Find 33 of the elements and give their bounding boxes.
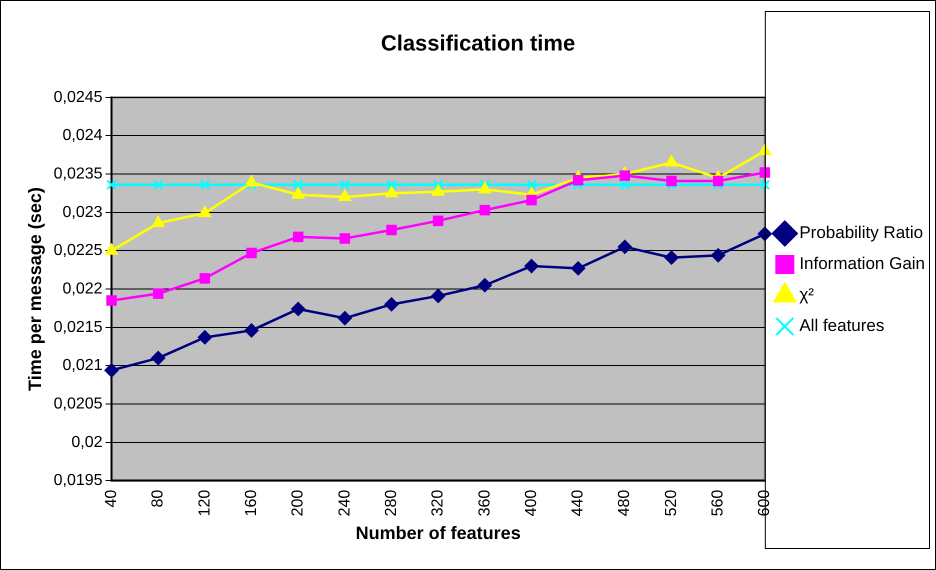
x-tick-label: 520 (662, 490, 680, 516)
x-tick-label: 400 (522, 490, 540, 516)
legend-label: Information Gain (799, 254, 926, 274)
y-tick-label: 0,0215 (54, 318, 103, 336)
y-tick-label: 0,02 (71, 434, 103, 451)
x-tick-label: 80 (150, 490, 167, 508)
legend-label: χ² (799, 285, 814, 304)
x-tick-label: 360 (476, 490, 494, 516)
y-tick-label: 0,0235 (54, 165, 103, 182)
y-tick-label: 0,021 (62, 357, 103, 374)
chart-title: Classification time (380, 30, 576, 56)
y-tick-label: 0,023 (62, 204, 103, 221)
y-tick-label: 0,0195 (54, 472, 103, 490)
x-tick-label: 440 (570, 490, 587, 516)
x-axis-title: Number of features (356, 523, 521, 544)
legend-label: All features (799, 316, 884, 336)
x-tick-label: 120 (196, 490, 214, 516)
y-tick-label: 0,022 (62, 280, 103, 298)
x-tick-label: 240 (336, 490, 354, 516)
x-tick-label: 200 (290, 490, 307, 516)
legend-label: Probability Ratio (799, 223, 924, 242)
y-tick-label: 0,0245 (54, 88, 103, 106)
y-tick-label: 0,0225 (54, 242, 103, 260)
y-tick-label: 0,024 (62, 127, 103, 144)
x-tick-label: 320 (430, 490, 447, 516)
y-axis-title: Time per message (sec) (24, 187, 45, 391)
x-tick-label: 600 (756, 490, 774, 516)
x-tick-label: 280 (382, 490, 400, 516)
x-tick-label: 480 (616, 490, 634, 516)
y-tick-label: 0,0205 (54, 395, 103, 412)
x-tick-label: 560 (710, 490, 727, 516)
x-tick-label: 160 (242, 490, 260, 516)
x-tick-label: 40 (102, 490, 120, 508)
